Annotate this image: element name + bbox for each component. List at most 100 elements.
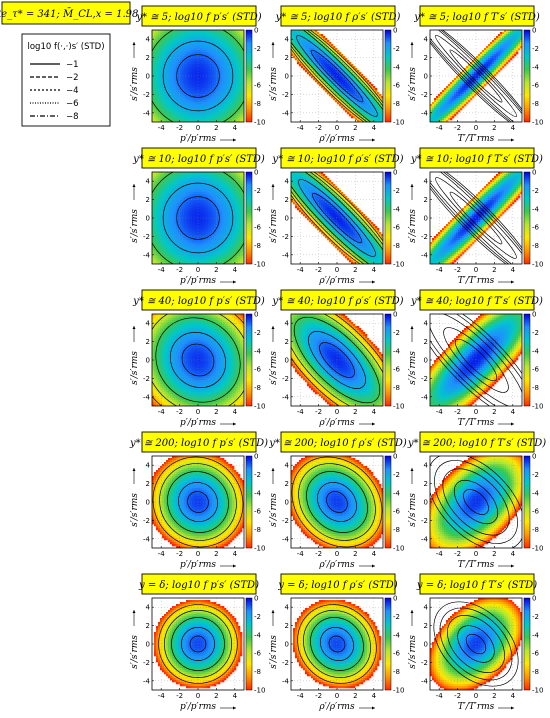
x-tick-label: 2 xyxy=(353,692,357,700)
panel-4-1: y* ≅ 200; log10 f p′s′ (STD) 0 -2 -4 -6 -8 -10… xyxy=(129,431,268,570)
legend-box xyxy=(21,33,111,127)
colorbar-tick: -2 xyxy=(254,613,261,621)
x-tick-label: 2 xyxy=(214,408,218,416)
colorbar-tick: -2 xyxy=(254,329,261,337)
panel-title: y* ≅ 10; log10 f p′s′ (STD) xyxy=(132,154,265,165)
colorbar-tick: -8 xyxy=(254,100,261,108)
x-tick-label: -4 xyxy=(297,266,305,274)
contour-line xyxy=(291,172,383,264)
y-tick-label: 0 xyxy=(146,641,150,649)
colorbar-tick: 0 xyxy=(393,595,397,603)
panel-title-box xyxy=(141,5,257,27)
y-tick-label: 0 xyxy=(285,641,289,649)
contour-line xyxy=(291,30,383,122)
colorbar-tick: -6 xyxy=(532,82,540,90)
y-tick-label: -2 xyxy=(143,659,150,667)
y-tick-label: 2 xyxy=(146,54,150,62)
y-tick-label: 4 xyxy=(424,178,429,186)
colorbar-tick: -8 xyxy=(532,668,539,676)
colorbar xyxy=(523,313,531,407)
contour-line xyxy=(311,192,363,244)
x-tick-label: 2 xyxy=(492,266,496,274)
y-tick-label: 0 xyxy=(424,215,428,223)
x-tick-label: 4 xyxy=(372,266,377,274)
x-axis-label: p′/p′rms xyxy=(180,134,216,144)
x-tick-label: 0 xyxy=(196,550,200,558)
colorbar-tick: -10 xyxy=(393,261,404,269)
heatmap xyxy=(291,456,383,548)
x-tick-label: -4 xyxy=(158,408,166,416)
heatmap xyxy=(291,314,383,406)
y-axis-label: s′/s′rms xyxy=(130,209,140,243)
y-tick-label: -2 xyxy=(282,233,289,241)
x-tick-label: -2 xyxy=(315,266,322,274)
colorbar-tick: -4 xyxy=(532,63,540,71)
colorbar-tick: 0 xyxy=(532,27,536,35)
colorbar xyxy=(245,171,253,265)
colorbar-tick: -4 xyxy=(254,631,262,639)
y-tick-label: 2 xyxy=(424,480,428,488)
colorbar-tick: -4 xyxy=(532,489,540,497)
y-tick-label: 2 xyxy=(146,338,150,346)
colorbar-tick: -4 xyxy=(393,63,401,71)
contour-line xyxy=(435,177,517,259)
y-tick-label: -2 xyxy=(421,517,428,525)
colorbar xyxy=(384,313,392,407)
y-tick-label: 4 xyxy=(285,178,290,186)
y-tick-label: 2 xyxy=(146,196,150,204)
colorbar-tick: -10 xyxy=(393,119,404,127)
panel-1-3: y* ≅ 5; log10 f T′s′ (STD) 0 -2 -4 -6 -8 -10 4 2… xyxy=(408,5,543,144)
x-tick-label: -2 xyxy=(454,692,461,700)
colorbar-tick: -10 xyxy=(393,403,404,411)
contour-line xyxy=(152,456,244,548)
legend-label-5: −8 xyxy=(66,112,79,122)
colorbar xyxy=(245,597,253,691)
y-axis-label: s′/s′rms xyxy=(269,635,279,669)
y-axis-label: s′/s′rms xyxy=(408,209,418,243)
legend-label-2: −2 xyxy=(66,73,79,83)
contour-line xyxy=(447,615,505,673)
colorbar-tick: -8 xyxy=(254,526,261,534)
heatmap xyxy=(430,456,522,548)
colorbar-tick: -10 xyxy=(254,261,265,269)
y-axis-label: s′/s′rms xyxy=(408,493,418,527)
panel-5-2: y = δ; log10 f ρ′s′ (STD) 0 -2 -4 -6 -8 -10 4 2 0… xyxy=(269,573,404,712)
colorbar xyxy=(523,455,531,549)
heatmap xyxy=(430,598,522,690)
x-tick-label: -4 xyxy=(158,266,166,274)
panel-title-box xyxy=(280,289,396,311)
x-tick-label: -4 xyxy=(297,692,305,700)
y-tick-label: 0 xyxy=(146,73,150,81)
colorbar-tick: -2 xyxy=(393,187,400,195)
y-tick-label: -2 xyxy=(421,659,428,667)
heatmap xyxy=(291,30,383,122)
x-axis-label: T′/T′rms xyxy=(458,560,495,570)
x-tick-label: 4 xyxy=(511,266,516,274)
contour-line xyxy=(298,179,376,257)
y-tick-label: 2 xyxy=(424,338,428,346)
x-tick-label: 0 xyxy=(335,692,339,700)
panel-3-2: y* ≅ 40; log10 f ρ′s′ (STD) 0 -2 -4 -6 -8 -10 4… xyxy=(269,289,404,428)
panel-5-1: y = δ; log10 f p′s′ (STD) 0 -2 -4 -6 -8 -10 4 2 0… xyxy=(130,573,265,712)
x-tick-label: 4 xyxy=(511,550,516,558)
panel-title: y* ≅ 5; log10 f p′s′ (STD) xyxy=(135,12,261,23)
contour-line xyxy=(465,633,487,655)
x-tick-label: -2 xyxy=(176,124,183,132)
y-tick-label: -4 xyxy=(282,393,290,401)
x-tick-label: 0 xyxy=(474,408,478,416)
x-tick-label: 0 xyxy=(335,408,339,416)
contour-line xyxy=(187,491,209,513)
colorbar-tick: -6 xyxy=(254,508,262,516)
panel-2-3: y* ≅ 10; log10 f T′s′ (STD) 0 -2 -4 -6 -8 -10 4… xyxy=(408,147,543,286)
colorbar-tick: -6 xyxy=(532,224,540,232)
colorbar xyxy=(384,597,392,691)
panel-title: y* ≅ 10; log10 f T′s′ (STD) xyxy=(410,154,543,165)
x-tick-label: -4 xyxy=(297,550,305,558)
heatmap xyxy=(430,30,522,122)
panel-title-box xyxy=(280,573,396,595)
contour-line xyxy=(293,316,381,404)
heatmap xyxy=(152,314,244,406)
panel-2-2: y* ≅ 10; log10 f ρ′s′ (STD) 0 -2 -4 -6 -8 -10 4… xyxy=(269,147,404,286)
y-tick-label: -4 xyxy=(143,251,151,259)
colorbar-tick: -2 xyxy=(532,613,539,621)
